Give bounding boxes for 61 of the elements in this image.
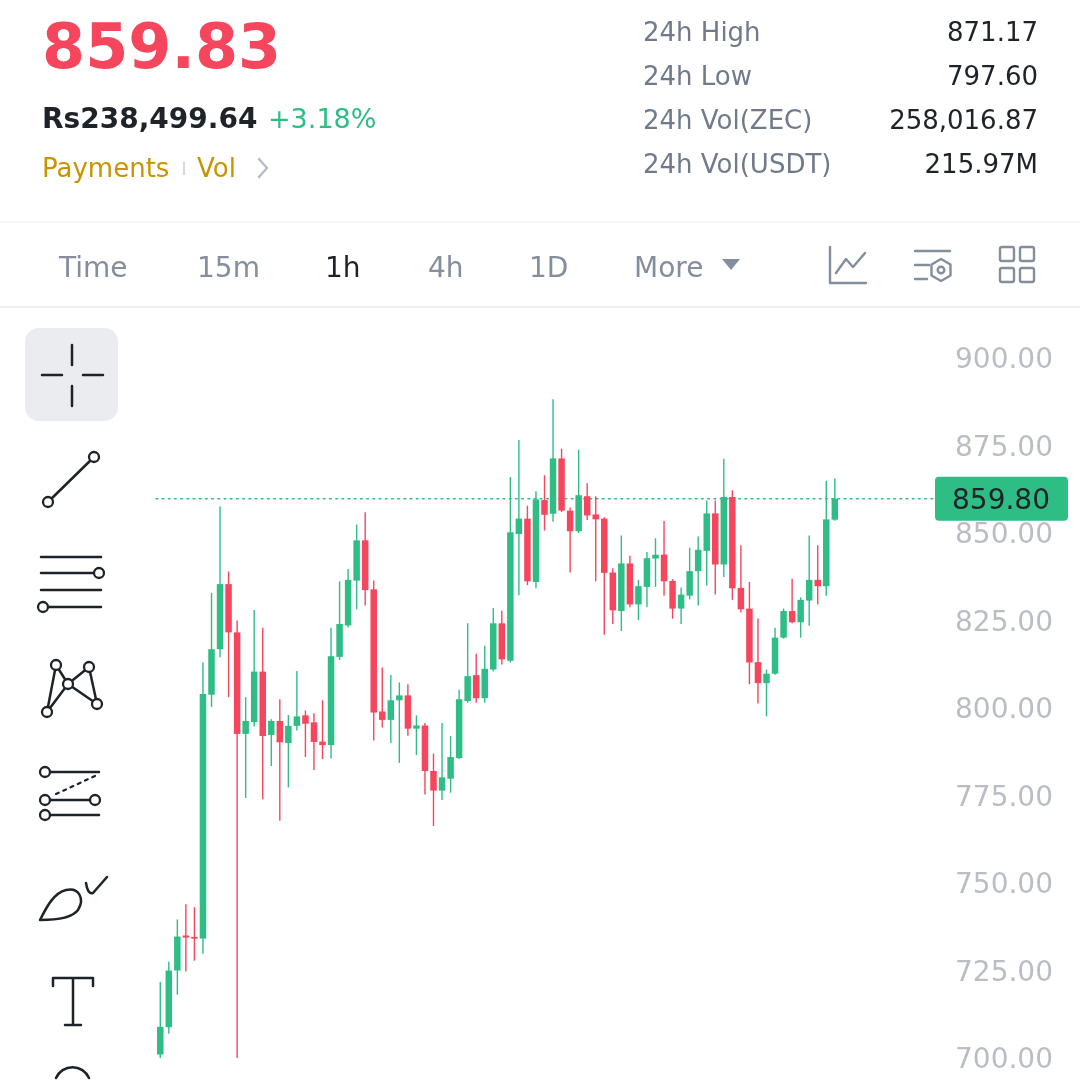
y-tick-label: 850.00 (955, 516, 1053, 550)
text: 4h (428, 251, 464, 284)
text: Vol (197, 153, 236, 183)
text: More (634, 251, 704, 284)
candlestick (276, 698, 284, 822)
text: 24h High (643, 17, 761, 47)
y-tick-label: 725.00 (955, 954, 1053, 987)
candlestick (541, 474, 548, 532)
candlestick (310, 712, 318, 771)
text: 15m (197, 251, 260, 284)
y-tick-label: 900.00 (955, 341, 1053, 375)
text: Rs238,499.64 (42, 102, 258, 135)
text: 859.83 (42, 10, 282, 83)
y-tick-label: 800.00 (955, 691, 1053, 725)
text: 258,016.87 (889, 105, 1038, 135)
y-tick-label: 750.00 (955, 866, 1053, 900)
candlestick (447, 735, 454, 794)
text: 1D (529, 251, 569, 284)
candlestick (797, 596, 804, 639)
candlestick (583, 482, 591, 521)
candlestick (763, 668, 770, 718)
y-tick-label: 825.00 (955, 604, 1053, 637)
candlestick (396, 681, 403, 764)
candlestick (737, 544, 745, 614)
candlestick (191, 906, 198, 962)
y-tick-label: 875.00 (955, 429, 1053, 462)
candlestick (814, 544, 821, 606)
candlestick (635, 579, 642, 621)
text: Time (58, 251, 128, 284)
y-tick-label: 700.00 (955, 1041, 1053, 1075)
candlestick (754, 617, 762, 705)
candlestick (268, 718, 275, 767)
text: 797.60 (947, 61, 1038, 91)
text: +3.18% (268, 103, 377, 134)
candlestick (788, 578, 796, 624)
candlestick (302, 709, 309, 758)
candlestick (285, 714, 292, 789)
text: 1h (325, 251, 361, 284)
candlestick (694, 535, 702, 607)
text: 871.17 (947, 17, 1038, 47)
candlestick (592, 495, 599, 582)
text: 215.97M (924, 149, 1038, 179)
text: 24h Low (643, 61, 753, 91)
candlestick (242, 696, 249, 799)
candlestick (652, 537, 659, 588)
candlestick (805, 534, 813, 627)
candlestick (430, 752, 437, 827)
text: 24h Vol(USDT) (643, 149, 832, 179)
y-tick-label: 775.00 (955, 779, 1053, 812)
text: Payments (42, 153, 170, 183)
candlestick (293, 670, 301, 732)
candlestick (379, 666, 386, 729)
text: 24h Vol(ZEC) (643, 105, 813, 135)
ref-line-label: 859.80 (952, 482, 1050, 516)
candlestick (472, 653, 480, 704)
candlestick (387, 674, 395, 744)
candlestick (438, 722, 446, 801)
candlestick (566, 506, 574, 574)
candlestick (413, 714, 420, 756)
candlestick (677, 586, 685, 625)
candlestick (319, 699, 326, 760)
